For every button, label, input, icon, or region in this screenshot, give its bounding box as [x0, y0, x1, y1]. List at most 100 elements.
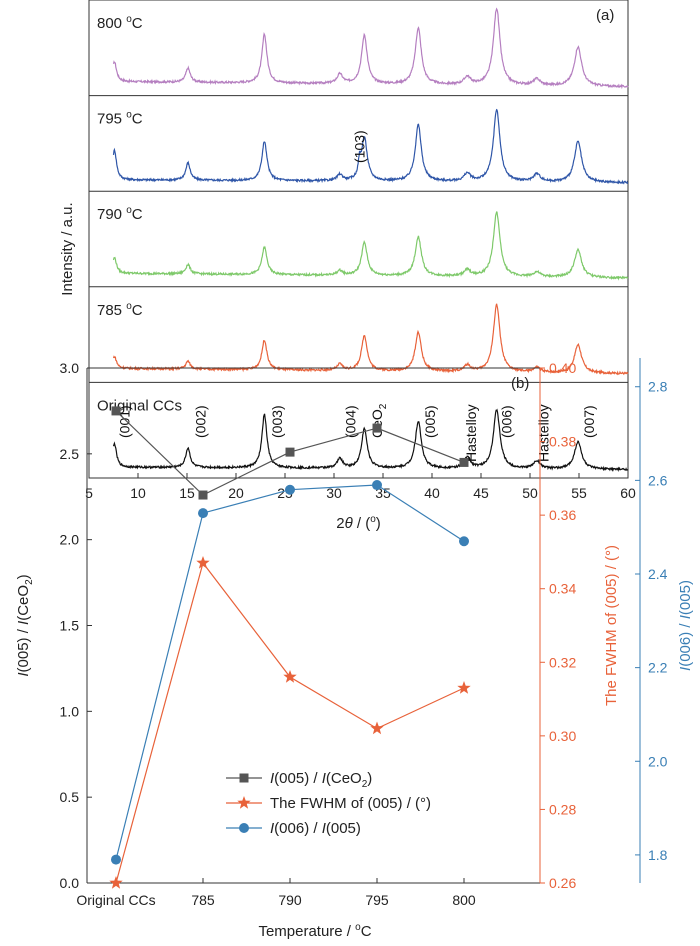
text-part: (CeO [326, 770, 362, 787]
series-label: Original CCs [97, 397, 182, 414]
xrd-series-line [112, 108, 629, 185]
text-part: o [126, 14, 132, 25]
text-part: C [361, 923, 372, 940]
text-part: / ( [353, 515, 371, 532]
x-tick-label: 55 [571, 485, 587, 501]
peak-annotation: (004) [343, 405, 359, 438]
data-point-circle [372, 480, 382, 491]
text-part: (005) [677, 580, 694, 615]
text-part: o [126, 205, 132, 216]
text-part: I [15, 621, 32, 625]
text-part: (CeO [15, 585, 32, 621]
text-part: I [270, 770, 274, 787]
text-part: o [370, 514, 376, 525]
text-part: (005) / [274, 770, 322, 787]
right-tick-label: 2.8 [648, 379, 668, 395]
mid-tick-label: 0.40 [549, 360, 576, 376]
text-part: ) [376, 515, 381, 532]
data-point-circle [459, 536, 469, 547]
text-part: 800 [97, 15, 126, 32]
x-tick-label: 795 [365, 892, 389, 908]
x-axis-label: Temperature / oC [258, 922, 371, 940]
text-part: (006) [498, 405, 514, 438]
legend-marker [239, 823, 249, 833]
data-point-square [459, 457, 469, 467]
text-part: CeO [369, 409, 385, 438]
left-tick-label: 2.5 [60, 446, 80, 462]
text-part: C [132, 15, 143, 32]
x-tick-label: 60 [620, 485, 636, 501]
text-part: (007) [581, 405, 597, 438]
mid-axis-label: The FWHM of (005) / (°) [603, 545, 620, 706]
y-axis-label: I(005) / I(CeO2) [15, 574, 35, 676]
data-point-circle [198, 508, 208, 519]
text-part: (005) [326, 820, 361, 837]
right-tick-label: 2.4 [648, 566, 668, 582]
text-part: 785 [97, 302, 126, 319]
peak-annotation: Hastelloy [463, 404, 479, 462]
legend-entry: I(005) / I(CeO2) [270, 770, 372, 790]
data-point-star [457, 681, 471, 694]
mid-tick-label: 0.38 [549, 434, 576, 450]
text-part: The FWHM of (005) / (°) [270, 795, 431, 812]
peak-annotation: (007) [581, 405, 597, 438]
mid-tick-label: 0.32 [549, 654, 576, 670]
right-tick-label: 2.0 [648, 753, 668, 769]
text-part: I [322, 820, 326, 837]
x-tick-label: Original CCs [76, 892, 155, 908]
x-tick-label: 50 [522, 485, 538, 501]
text-part: I [677, 667, 694, 671]
legend-entry: I(006) / I(005) [270, 820, 361, 837]
xrd-series-line [112, 408, 629, 473]
data-point-square [198, 490, 208, 500]
text-part: Temperature / [258, 923, 355, 940]
xrd-series-line [112, 211, 629, 281]
text-part: (005) / [15, 625, 32, 673]
left-tick-label: 0.0 [60, 875, 80, 891]
data-point-star [237, 796, 251, 809]
mid-tick-label: 0.26 [549, 875, 576, 891]
text-part: θ [345, 515, 353, 532]
right-tick-label: 2.6 [648, 472, 668, 488]
text-part: (003) [269, 405, 285, 438]
text-part: o [355, 922, 361, 933]
left-tick-label: 1.5 [60, 618, 80, 634]
text-part: I [677, 615, 694, 619]
y-axis-label: I(006) / I(005) [677, 580, 694, 671]
text-part: 2 [24, 579, 35, 585]
text-part: Hastelloy [463, 404, 479, 462]
text-part: 790 [97, 206, 126, 223]
text-part: C [132, 206, 143, 223]
text-part: (006) / [677, 619, 694, 667]
left-tick-label: 3.0 [60, 360, 80, 376]
series-label: 790 oC [97, 205, 143, 223]
data-point-circle [111, 854, 121, 865]
mid-tick-label: 0.28 [549, 801, 576, 817]
xrd-series-line [112, 303, 629, 376]
peak-annotation: (006) [498, 405, 514, 438]
legend-marker [239, 773, 249, 783]
panel-b-ratio-chart: (b) 0.0 0.5 1.0 1.5 2.0 2.5 3.0 0.26 0.28 0.30 0.32… [15, 358, 694, 940]
text-part: ) [15, 574, 32, 579]
text-part: (004) [343, 405, 359, 438]
text-part: I [15, 672, 32, 676]
x-tick-label: 800 [452, 892, 476, 908]
data-point-square [111, 406, 121, 416]
text-part: (005) [422, 405, 438, 438]
x-tick-label: 10 [130, 485, 146, 501]
data-point-circle [285, 484, 295, 495]
text-part: ) [367, 770, 372, 787]
text-part: I [322, 770, 326, 787]
x-tick-label: 45 [473, 485, 489, 501]
mid-tick-label: 0.30 [549, 728, 576, 744]
peak-annotation: (103) [351, 130, 367, 163]
plot-frame [88, 0, 629, 479]
text-part: 2 [336, 515, 344, 532]
series-label: 795 oC [97, 110, 143, 128]
text-part: o [126, 301, 132, 312]
left-tick-label: 2.0 [60, 532, 80, 548]
right-tick-label: 1.8 [648, 847, 668, 863]
x-tick-label: 40 [424, 485, 440, 501]
text-part: 2 [362, 779, 368, 790]
